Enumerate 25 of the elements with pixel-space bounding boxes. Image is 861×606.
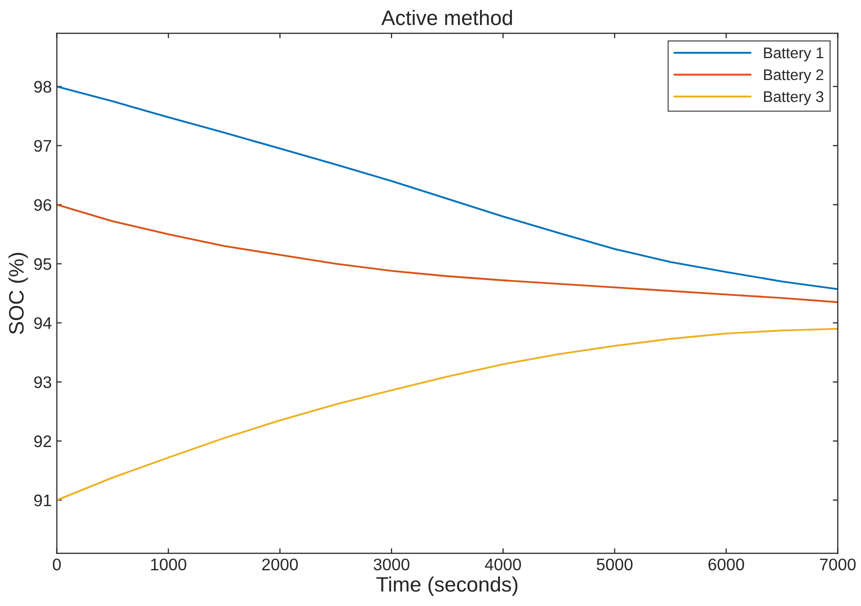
x-tick-label: 7000 xyxy=(820,558,856,570)
x-tick-label: 2000 xyxy=(262,558,298,570)
x-tick-label: 3000 xyxy=(374,558,410,570)
x-tick-label: 1000 xyxy=(151,558,186,570)
line-series xyxy=(56,204,838,304)
legend-label: Battery 1 xyxy=(764,48,824,62)
y-tick-label: 91 xyxy=(34,494,52,506)
line-series xyxy=(56,328,838,502)
y-tick-label: 93 xyxy=(34,376,52,388)
x-tick-label: 6000 xyxy=(708,558,744,570)
y-tick-label: 95 xyxy=(34,258,52,270)
x-tick-label: 4000 xyxy=(484,558,521,570)
x-tick-label: 5000 xyxy=(596,558,633,570)
y-tick-label: 94 xyxy=(34,317,52,330)
x-tick-label: 0 xyxy=(52,558,61,570)
y-axis-title: SOC (%) xyxy=(8,252,28,334)
y-tick-label: 92 xyxy=(34,435,52,448)
x-axis-title: Time (seconds) xyxy=(376,576,518,596)
y-tick-label: 98 xyxy=(34,80,52,93)
line-series xyxy=(56,86,838,290)
legend-label: Battery 3 xyxy=(764,91,824,106)
y-tick-label: 97 xyxy=(34,140,52,152)
legend-label: Battery 2 xyxy=(764,69,824,84)
y-tick-label: 96 xyxy=(34,199,52,211)
chart-title: Active method xyxy=(381,10,512,26)
